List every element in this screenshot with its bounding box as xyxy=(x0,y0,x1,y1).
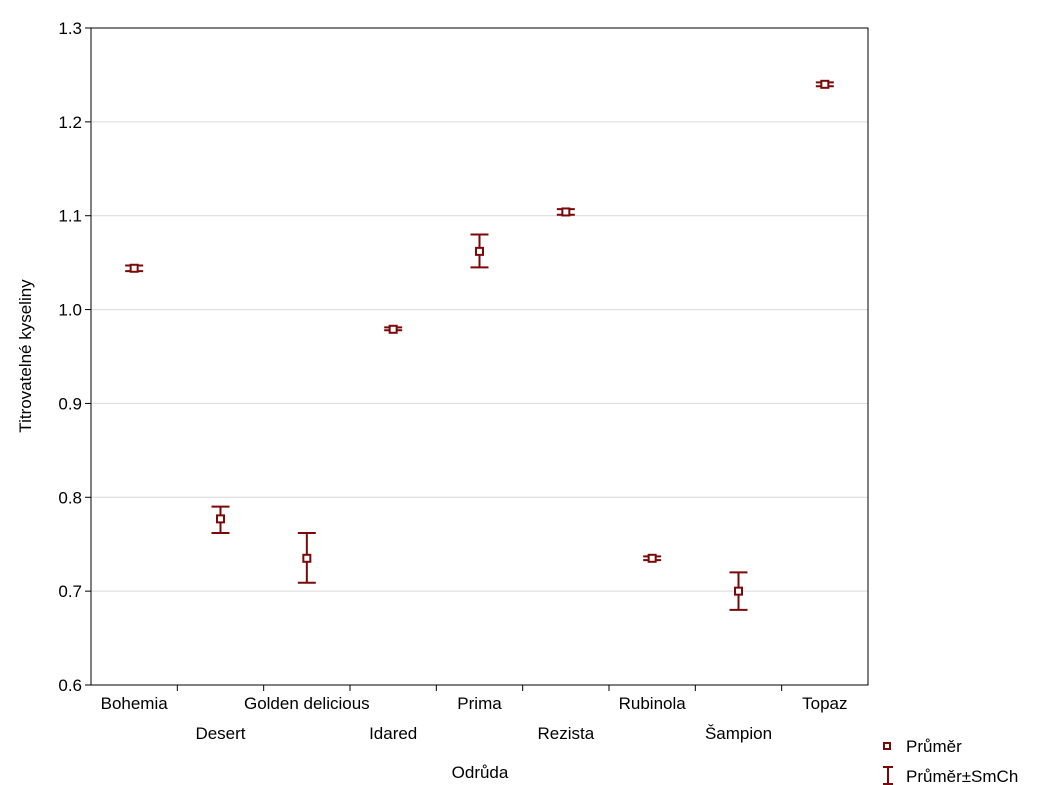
legend-mean-marker-icon xyxy=(883,742,891,750)
x-tick-label: Šampion xyxy=(705,724,772,743)
y-tick-label: 1.1 xyxy=(58,207,82,226)
mean-marker xyxy=(129,263,139,273)
x-tick-label: Idared xyxy=(369,724,417,743)
mean-marker xyxy=(820,79,830,89)
mean-marker xyxy=(647,553,657,563)
y-tick-label: 0.7 xyxy=(58,582,82,601)
y-axis-title: Titrovatelné kyseliny xyxy=(16,279,35,433)
legend-mean-label: Průměr xyxy=(906,737,962,756)
x-tick-label: Prima xyxy=(457,694,502,713)
legend: Průměr Průměr±SmCh xyxy=(883,737,1018,785)
y-tick-label: 0.9 xyxy=(58,394,82,413)
y-tick-label: 1.3 xyxy=(58,19,82,38)
mean-marker xyxy=(302,553,312,563)
x-tick-label: Desert xyxy=(195,724,245,743)
y-tick-label: 1.2 xyxy=(58,113,82,132)
error-bars xyxy=(125,81,834,611)
y-tick-label: 0.6 xyxy=(58,676,82,695)
mean-marker xyxy=(734,586,743,596)
x-axis-ticks: Bohemia Desert Golden delicious Idared Prima… xyxy=(101,685,848,743)
y-axis-ticks: 0.6 0.7 0.8 0.9 1.0 1.1 1.2 1.3 xyxy=(58,19,91,695)
x-tick-label: Rezista xyxy=(537,724,594,743)
mean-marker xyxy=(216,514,225,524)
x-tick-label: Bohemia xyxy=(101,694,169,713)
plot-area-frame xyxy=(90,27,869,686)
mean-markers xyxy=(129,79,830,596)
y-tick-label: 1.0 xyxy=(58,301,82,320)
legend-error-bar-icon xyxy=(883,766,893,785)
x-tick-label: Rubinola xyxy=(619,694,687,713)
legend-error-label: Průměr±SmCh xyxy=(906,767,1018,785)
y-tick-label: 0.8 xyxy=(58,488,82,507)
x-tick-label: Golden delicious xyxy=(244,694,370,713)
mean-marker xyxy=(475,246,484,256)
mean-marker xyxy=(561,207,571,217)
gridlines xyxy=(91,121,868,592)
x-axis-title: Odrůda xyxy=(452,763,509,782)
mean-marker xyxy=(388,324,398,334)
x-tick-label: Topaz xyxy=(802,694,847,713)
